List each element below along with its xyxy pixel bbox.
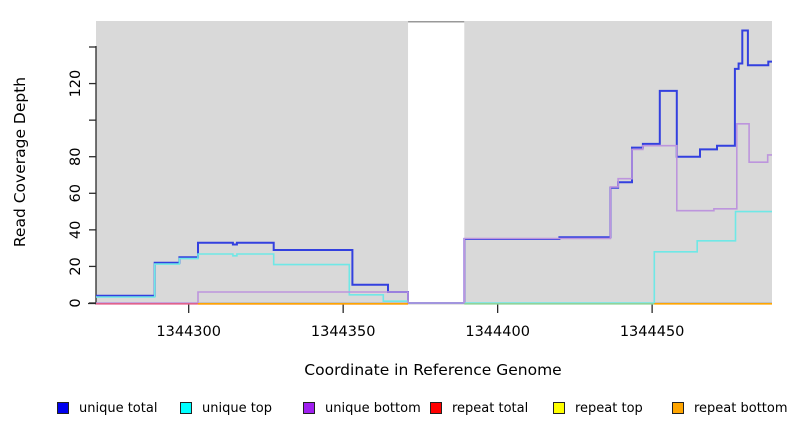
legend-item-repeat-top: repeat top bbox=[553, 399, 643, 417]
legend-label: repeat total bbox=[452, 400, 529, 416]
series-line-unique-total bbox=[96, 29, 772, 304]
legend-swatch-unique-total bbox=[57, 402, 69, 414]
legend-item-repeat-bottom: repeat bottom bbox=[672, 399, 788, 417]
x-axis-label: Coordinate in Reference Genome bbox=[304, 361, 562, 379]
legend-swatch-repeat-bottom bbox=[672, 402, 684, 414]
legend-item-unique-bottom: unique bottom bbox=[303, 399, 421, 417]
x-tick-label: 1344400 bbox=[465, 324, 530, 340]
legend-label: repeat top bbox=[575, 400, 643, 416]
legend-swatch-unique-bottom bbox=[303, 402, 315, 414]
legend-label: unique total bbox=[79, 400, 158, 416]
legend-swatch-repeat-top bbox=[553, 402, 565, 414]
y-tick-label: 80 bbox=[68, 147, 84, 165]
x-tick-label: 1344450 bbox=[620, 324, 685, 340]
y-tick-label: 40 bbox=[68, 221, 84, 239]
y-tick-label: 120 bbox=[68, 70, 84, 98]
shaded-region bbox=[464, 21, 772, 303]
legend-label: repeat bottom bbox=[694, 400, 788, 416]
y-axis-label: Read Coverage Depth bbox=[11, 76, 29, 248]
legend-swatch-unique-top bbox=[180, 402, 192, 414]
y-tick-label: 0 bbox=[68, 298, 84, 307]
series-line-unique-top bbox=[96, 210, 772, 304]
y-tick-label: 20 bbox=[68, 257, 84, 275]
legend-item-unique-top: unique top bbox=[180, 399, 272, 417]
legend-item-unique-total: unique total bbox=[57, 399, 157, 417]
legend-label: unique bottom bbox=[325, 400, 421, 416]
series-line-unique-bottom bbox=[96, 123, 772, 304]
shaded-region bbox=[96, 21, 409, 303]
legend-item-repeat-total: repeat total bbox=[430, 399, 528, 417]
x-tick-label: 1344300 bbox=[156, 324, 221, 340]
legend-label: unique top bbox=[202, 400, 273, 416]
legend: unique total unique top unique bottom repea… bbox=[0, 399, 792, 421]
x-tick-label: 1344350 bbox=[311, 324, 376, 340]
y-tick-label: 60 bbox=[68, 184, 84, 202]
legend-swatch-repeat-total bbox=[430, 402, 442, 414]
